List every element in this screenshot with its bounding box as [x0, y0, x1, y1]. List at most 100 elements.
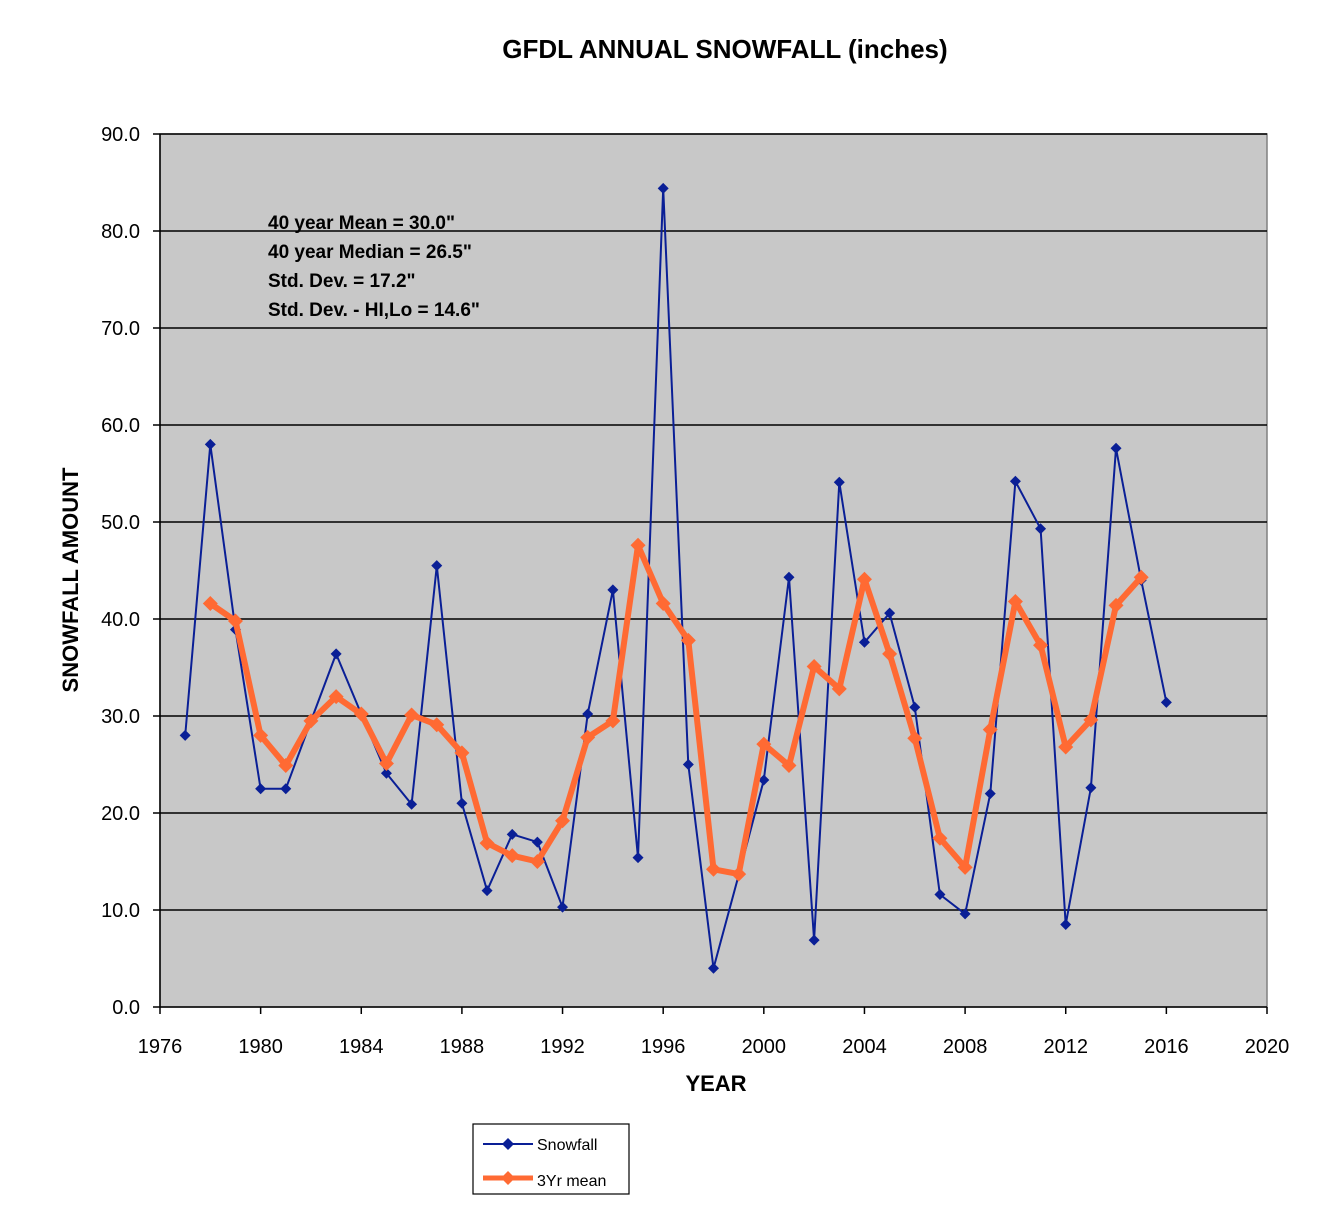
series-3yr-mean: [202, 537, 1149, 882]
data-point: [1108, 597, 1124, 613]
data-point: [204, 438, 216, 450]
legend-box: [472, 1123, 630, 1195]
y-tick-label: 80.0: [101, 221, 140, 243]
legend-snowfall-marker: [502, 1138, 514, 1150]
data-point: [959, 908, 971, 920]
series-layer: [179, 182, 1172, 974]
x-tick-label: 1992: [540, 1036, 585, 1058]
data-point: [1058, 739, 1074, 755]
data-point: [806, 659, 822, 675]
data-point: [353, 706, 369, 722]
y-tick-label: 20.0: [101, 803, 140, 825]
y-tick-label: 70.0: [101, 318, 140, 340]
data-point: [479, 835, 495, 851]
x-tick-label: 1980: [238, 1036, 283, 1058]
data-point: [682, 759, 694, 770]
data-point: [253, 727, 269, 743]
gridlines: [160, 133, 1267, 911]
data-point: [1085, 782, 1097, 794]
legend-3yr-mean-label: 3Yr mean: [537, 1173, 606, 1190]
legend-snowfall-label: Snowfall: [537, 1137, 597, 1154]
x-tick-label: 2012: [1043, 1036, 1088, 1058]
x-tick-label: 1984: [339, 1036, 384, 1058]
data-point: [907, 730, 923, 746]
data-point: [706, 861, 721, 877]
stat-median: 40 year Median = 26.5": [268, 242, 472, 263]
data-point: [1007, 594, 1023, 610]
stats-annotation: 40 year Mean = 30.0" 40 year Median = 26…: [268, 213, 480, 321]
data-point: [330, 648, 342, 660]
data-point: [758, 774, 770, 786]
data-point: [808, 934, 820, 946]
x-tick-label: 1988: [440, 1036, 485, 1058]
data-point: [909, 701, 921, 713]
data-point: [984, 788, 996, 800]
y-tick-label: 90.0: [101, 124, 140, 146]
legend-3yr-mean-marker: [501, 1171, 515, 1185]
data-point: [179, 729, 191, 741]
data-point: [1133, 569, 1149, 585]
y-tick-label: 10.0: [101, 900, 140, 922]
data-point: [982, 722, 998, 738]
data-point: [657, 182, 669, 194]
data-point: [1033, 637, 1049, 653]
data-point: [756, 736, 772, 752]
y-tick-label: 60.0: [101, 415, 140, 437]
data-point: [833, 476, 845, 488]
data-point: [632, 852, 644, 864]
data-point: [957, 859, 973, 875]
stat-mean: 40 year Mean = 30.0": [268, 213, 455, 234]
data-point: [328, 689, 344, 705]
y-axis-title: SNOWFALL AMOUNT: [58, 467, 83, 692]
x-axis-title: YEAR: [685, 1071, 746, 1096]
series-line: [208, 542, 1144, 878]
data-point: [783, 571, 795, 583]
data-point: [227, 613, 243, 629]
data-point: [1009, 475, 1021, 487]
data-point: [884, 607, 896, 619]
x-tick-label: 2004: [842, 1036, 887, 1058]
data-point: [280, 783, 292, 795]
data-point: [934, 888, 946, 900]
data-point: [731, 866, 747, 882]
data-point: [708, 962, 719, 974]
data-point: [605, 713, 621, 729]
data-point: [555, 813, 571, 829]
data-point: [856, 571, 872, 587]
data-point: [378, 756, 394, 772]
x-tick-label: 1976: [138, 1036, 183, 1058]
data-point: [607, 584, 619, 596]
data-point: [680, 632, 696, 648]
y-tick-label: 30.0: [101, 706, 140, 728]
data-point: [557, 901, 569, 913]
stat-stddev: Std. Dev. = 17.2": [268, 271, 416, 292]
data-point: [1035, 523, 1047, 535]
chart-title: GFDL ANNUAL SNOWFALL (inches): [502, 34, 947, 64]
data-point: [582, 708, 594, 720]
data-point: [1083, 712, 1099, 728]
data-point: [932, 830, 948, 846]
data-point: [456, 797, 468, 809]
data-point: [303, 713, 319, 729]
data-point: [655, 595, 671, 611]
data-point: [580, 729, 596, 745]
y-tick-label: 50.0: [101, 512, 140, 534]
x-tick-label: 2008: [943, 1036, 988, 1058]
x-tick-label: 1996: [641, 1036, 686, 1058]
y-axis-ticks: 0.0 10.0 20.0 30.0 40.0 50.0 60.0 70.0 80.0 90.0: [101, 124, 160, 1019]
data-point: [278, 757, 294, 773]
data-point: [202, 595, 218, 611]
data-point: [630, 537, 646, 553]
data-point: [1060, 919, 1072, 931]
stat-stddev-hilo: Std. Dev. - HI,Lo = 14.6": [268, 300, 480, 321]
data-point: [481, 885, 493, 897]
data-point: [429, 717, 445, 733]
data-point: [406, 798, 418, 810]
data-point: [504, 848, 520, 864]
y-tick-label: 40.0: [101, 609, 140, 631]
data-point: [431, 560, 443, 572]
data-point: [531, 836, 543, 848]
data-point: [831, 681, 847, 697]
series-line: [184, 187, 1168, 970]
